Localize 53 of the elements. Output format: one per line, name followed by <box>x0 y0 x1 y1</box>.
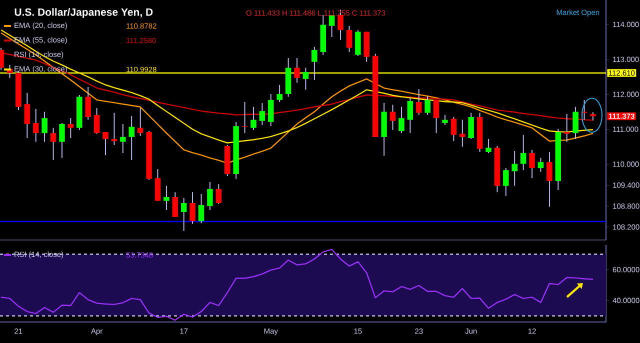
candlestick <box>42 111 48 142</box>
candlestick <box>450 116 457 142</box>
candlestick <box>512 150 518 186</box>
candlestick <box>460 119 466 148</box>
candlestick <box>407 97 414 134</box>
candlestick <box>259 102 266 126</box>
candlestick <box>433 99 440 134</box>
candlestick <box>32 108 39 142</box>
candlestick <box>24 92 30 138</box>
candlestick <box>442 114 448 126</box>
candlestick <box>268 94 274 127</box>
candlestick <box>68 118 74 138</box>
line-series <box>0 248 594 321</box>
candlestick <box>529 149 535 179</box>
candlestick <box>137 107 144 136</box>
candlestick <box>468 112 474 140</box>
candlestick <box>102 132 108 156</box>
candlestick <box>172 192 178 218</box>
candlestick <box>120 124 126 154</box>
candlestick <box>424 96 430 116</box>
candlestick <box>538 157 544 172</box>
candlestick <box>128 116 134 160</box>
candlestick <box>355 30 361 56</box>
candlestick <box>572 106 578 140</box>
candlestick <box>398 106 404 134</box>
candlestick <box>180 198 187 232</box>
candlestick <box>94 107 100 134</box>
candlestick <box>416 88 422 116</box>
text: U.S. Dollar/Japanese Yen, D <box>14 8 153 18</box>
candlestick <box>154 168 161 202</box>
candlestick <box>486 138 492 154</box>
candlestick <box>312 46 318 80</box>
candlestick <box>346 25 352 52</box>
candlestick <box>216 184 222 204</box>
candlestick <box>276 84 282 102</box>
candlestick <box>207 182 213 210</box>
candlestick <box>520 134 526 171</box>
candlestick <box>294 58 300 84</box>
candlestick <box>85 86 91 120</box>
candlestick <box>111 112 118 146</box>
candlestick <box>390 104 396 130</box>
candlestick <box>328 14 335 38</box>
candlestick <box>564 113 570 142</box>
candlestick <box>59 122 65 158</box>
candlestick <box>190 192 196 224</box>
candlestick <box>242 102 248 134</box>
candlestick <box>546 152 552 208</box>
candlestick <box>503 168 509 196</box>
candlestick <box>50 127 56 160</box>
candlestick <box>302 67 309 90</box>
candlestick <box>164 185 170 210</box>
candlestick <box>250 106 256 130</box>
candlestick <box>198 193 204 224</box>
